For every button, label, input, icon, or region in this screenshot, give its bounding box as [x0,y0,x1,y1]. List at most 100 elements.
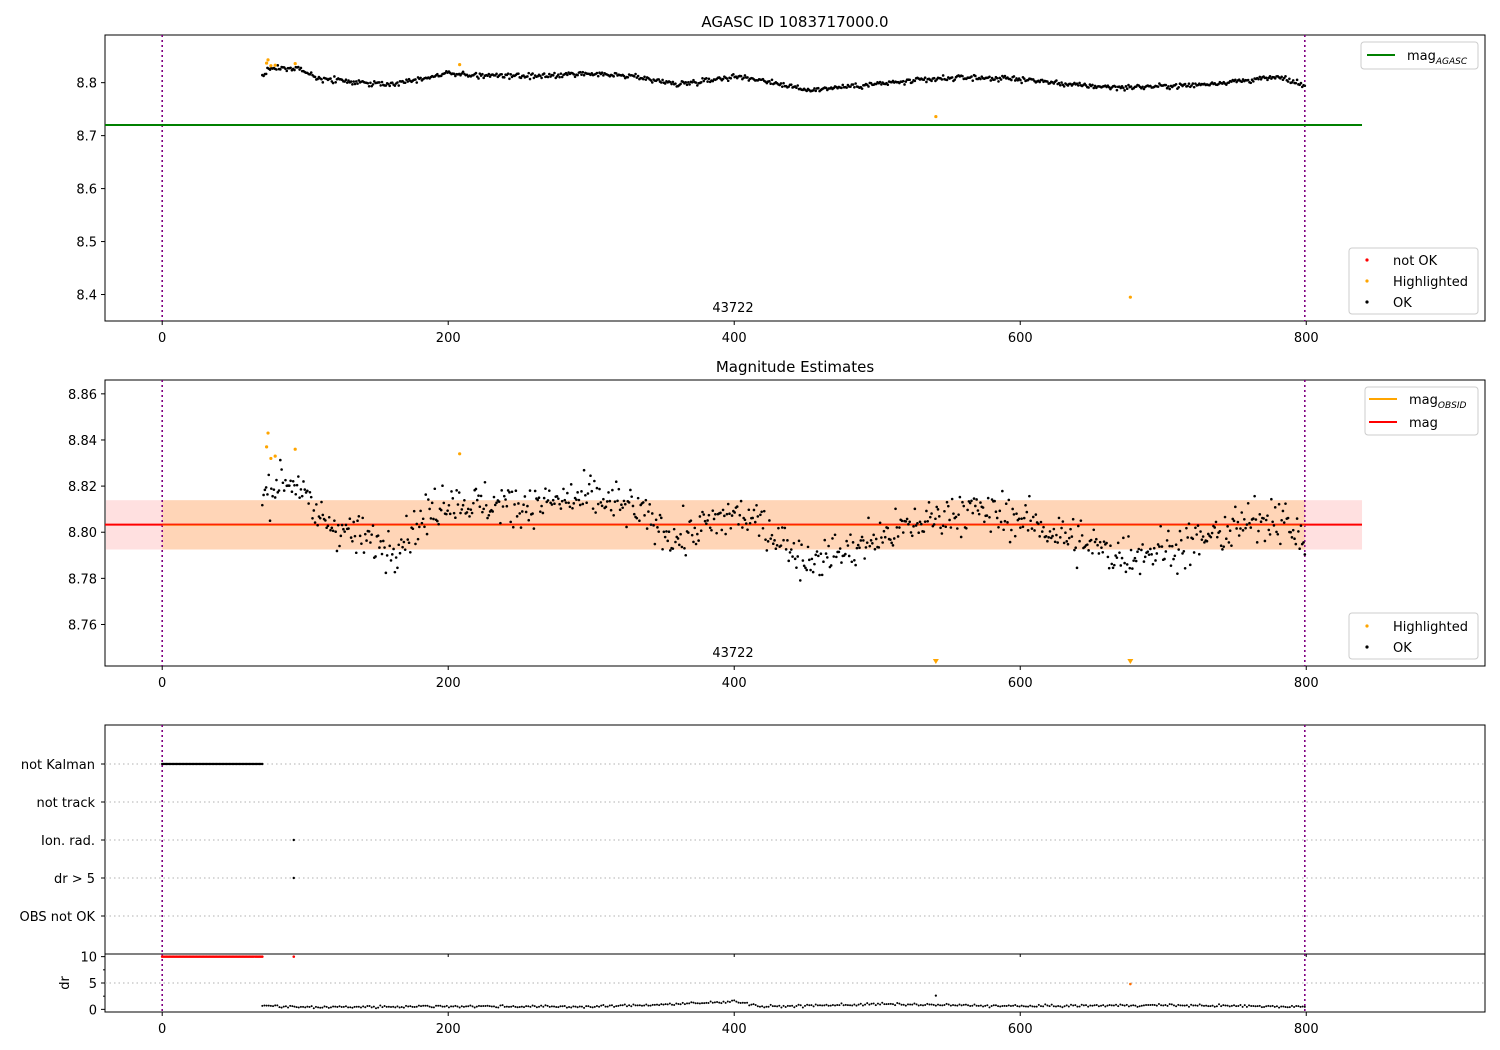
agasc-ok-point [478,72,482,75]
magnitude-ok-point [632,512,636,516]
agasc-ok-point [701,77,704,80]
magnitude-ok-point [751,516,754,520]
dr-point [604,1005,607,1008]
dr-point [374,1007,377,1010]
dr-point [1218,1003,1221,1006]
magnitude-ok-point [954,515,958,519]
dr-point [819,1004,822,1007]
magnitude-ok-point [412,509,416,513]
agasc-ok-point [930,79,933,83]
magnitude-ok-point [1022,516,1026,520]
dr-point [1297,1005,1300,1008]
magnitude-legend-subscript: OBSID [1438,401,1467,411]
agasc-ok-point [474,71,478,75]
dr-point [608,1004,611,1007]
agasc-ok-point [1015,77,1018,80]
magnitude-ok-point [889,538,892,541]
dr-point [915,1003,918,1006]
dr-point [400,1006,403,1009]
magnitude-ok-point [405,514,408,518]
magnitude-ok-point [1240,511,1244,514]
magnitude-ok-point [813,562,816,566]
dr-point [1153,1003,1156,1006]
dr-point [1130,1004,1133,1007]
dr-point [1112,1004,1115,1007]
dr-point [726,1000,729,1003]
dr-point [1209,1005,1212,1008]
magnitude-ok-point [1255,541,1259,544]
magnitude-ok-point [940,532,944,535]
agasc-ok-point [378,81,381,84]
dr-point [613,1005,616,1008]
magnitude-ok-point [1197,552,1201,556]
agasc-ok-point [824,86,828,90]
magnitude-ok-point [917,531,920,535]
magnitude-ok-point [1182,549,1186,553]
dr-point [538,1005,541,1008]
magnitude-ok-point [617,487,621,491]
agasc-ok-point [1022,77,1026,80]
magnitude-ok-point [937,515,941,518]
dr-point [937,1003,940,1006]
magnitude-y-tick-label: 8.80 [68,526,97,541]
agasc-ok-point [1010,78,1013,82]
magnitude-ok-point [1143,555,1147,559]
dr-point [804,1004,807,1007]
magnitude-ok-point [571,506,574,510]
agasc-ok-point [685,83,689,87]
magnitude-ok-point [643,514,646,517]
dr-point [720,1002,723,1005]
magnitude-ok-point [696,532,699,536]
dr-point [1226,1004,1229,1007]
dr-point [359,1006,362,1009]
magnitude-ok-point [859,539,863,542]
dr-point [842,1004,845,1007]
agasc-ok-point [370,84,374,88]
dr-point [1117,1005,1120,1008]
agasc-ok-point [932,76,936,80]
agasc-ok-point [614,72,618,75]
agasc-ok-point [406,80,410,83]
magnitude-ok-point [623,502,627,506]
magnitude-ok-point [801,559,805,562]
dr-point [1245,1005,1248,1008]
magnitude-ok-point [871,541,874,545]
magnitude-ok-point [761,526,765,530]
dr-point [628,1004,631,1007]
magnitude-ok-point [308,490,312,494]
dr-point [1108,1004,1111,1007]
magnitude-ok-point [1012,513,1016,516]
agasc-ok-point [661,78,664,82]
dr-point [473,1006,476,1009]
dr-point [340,1006,343,1009]
flags-category-label: dr > 5 [54,872,95,887]
dr-point [589,1005,592,1008]
agasc-ok-point [726,79,730,83]
magnitude-ok-point [513,503,516,506]
agasc-ok-point [1190,84,1193,87]
dr-point [821,1004,824,1007]
magnitude-axes-frame [104,379,1486,667]
dr-point [390,1006,393,1009]
magnitude-ok-point [479,494,483,498]
dr-point [585,1005,588,1008]
dr-point [679,1003,682,1006]
agasc-ok-point [1091,83,1094,87]
agasc-ok-point [702,79,706,83]
dr-point [274,1004,277,1007]
agasc-ok-point [1092,86,1096,90]
magnitude-ok-point [777,526,780,530]
magnitude-ok-point [672,527,676,531]
agasc-ok-point [814,89,818,93]
agasc-ok-point [1284,74,1287,78]
dr-point [831,1004,834,1007]
magnitude-ok-point [833,533,837,537]
dr-point [1016,1005,1019,1008]
dr-point [1052,1005,1055,1008]
dr-point [1151,1003,1154,1006]
magnitude-ok-point [487,514,491,517]
magnitude-ok-point [1243,517,1246,521]
dr-point [1123,1004,1126,1007]
magnitude-ok-point [1095,537,1098,541]
magnitude-ok-point [844,552,847,556]
